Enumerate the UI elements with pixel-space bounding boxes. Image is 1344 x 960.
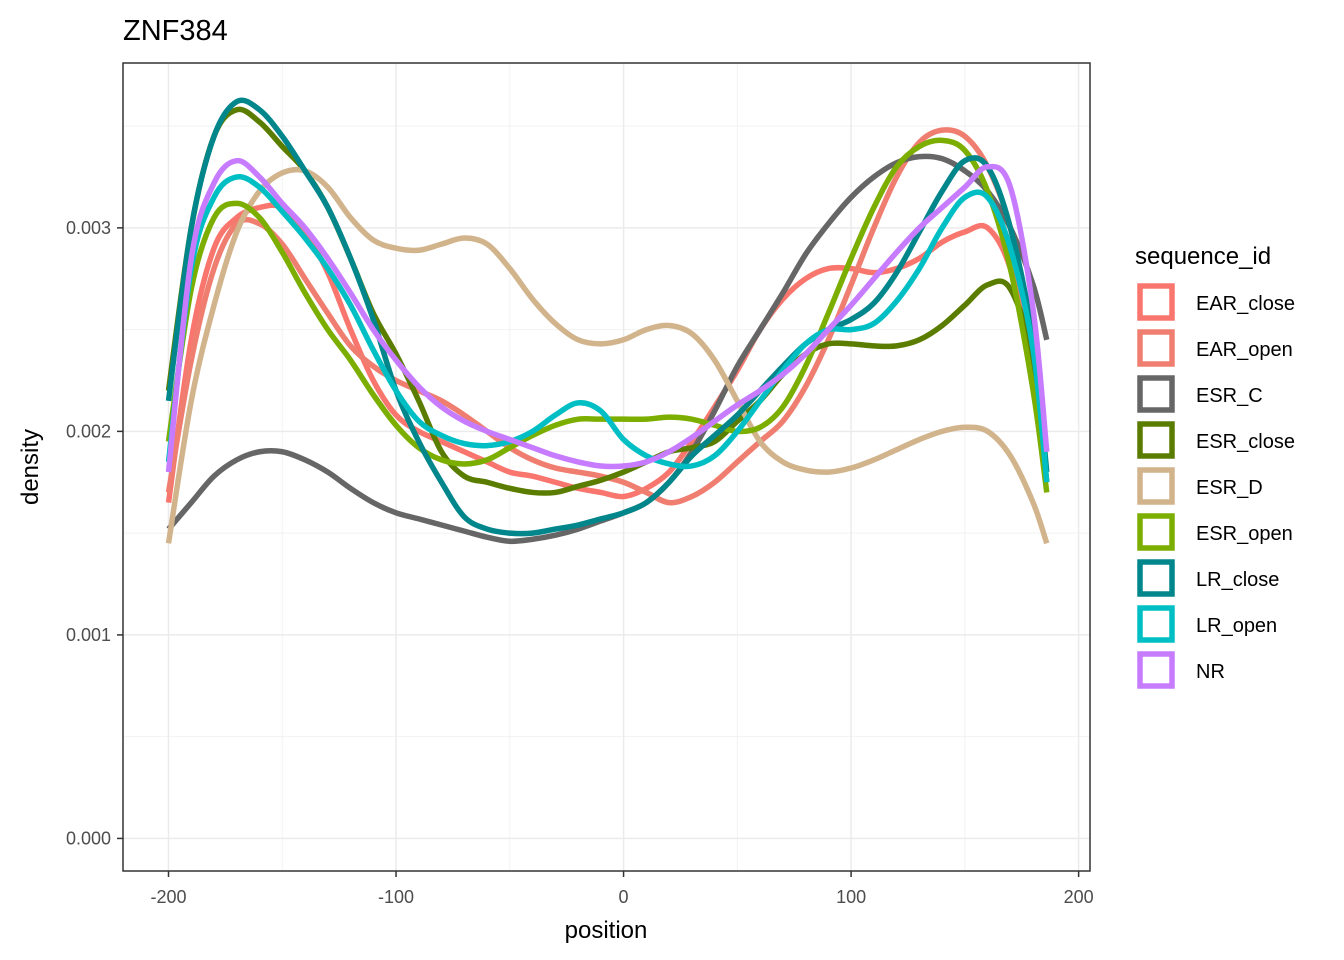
legend-key-ear-open bbox=[1137, 329, 1175, 367]
legend-key-lr-open bbox=[1137, 605, 1175, 643]
legend-label-ear-close: EAR_close bbox=[1196, 293, 1295, 315]
plot-border bbox=[122, 62, 1091, 872]
y-tick-label: 0.002 bbox=[66, 421, 111, 441]
y-tick-label: 0.000 bbox=[66, 828, 111, 848]
y-axis-title: density bbox=[17, 429, 44, 505]
legend-item-esr-open: ESR_open bbox=[1137, 513, 1293, 551]
series-lines bbox=[165, 97, 1050, 545]
legend-label-esr-close: ESR_close bbox=[1196, 431, 1295, 453]
x-tick-label: -200 bbox=[150, 887, 186, 907]
legend-label-lr-close: LR_close bbox=[1196, 569, 1279, 591]
legend-title: sequence_id bbox=[1135, 243, 1271, 270]
legend-label-esr-c: ESR_C bbox=[1196, 385, 1263, 407]
legend-item-lr-close: LR_close bbox=[1137, 559, 1279, 597]
legend-key-esr-close bbox=[1137, 421, 1175, 459]
legend-key-nr bbox=[1137, 651, 1175, 689]
legend-item-nr: NR bbox=[1137, 651, 1225, 689]
legend-item-esr-d: ESR_D bbox=[1137, 467, 1263, 505]
x-tick-label: 0 bbox=[619, 887, 629, 907]
legend-label-esr-d: ESR_D bbox=[1196, 477, 1263, 499]
legend-label-nr: NR bbox=[1196, 661, 1225, 683]
series-line-esr-open bbox=[165, 137, 1050, 493]
legend-label-esr-open: ESR_open bbox=[1196, 523, 1293, 545]
legend-label-lr-open: LR_open bbox=[1196, 615, 1277, 637]
legend-key-esr-c bbox=[1137, 375, 1175, 413]
legend-key-esr-open bbox=[1137, 513, 1175, 551]
x-tick-label: 200 bbox=[1064, 887, 1094, 907]
y-tick-label: 0.003 bbox=[66, 218, 111, 238]
y-axis: 0.000 0.001 0.002 0.003 bbox=[66, 218, 123, 848]
series-line-nr bbox=[165, 157, 1050, 473]
series-line-lr-open bbox=[165, 173, 1050, 483]
legend-item-esr-c: ESR_C bbox=[1137, 375, 1263, 413]
x-axis-title: position bbox=[565, 917, 648, 944]
x-axis: -200 -100 0 100 200 bbox=[150, 871, 1094, 907]
legend-item-lr-open: LR_open bbox=[1137, 605, 1277, 643]
legend-item-ear-open: EAR_open bbox=[1137, 329, 1293, 367]
series-line-lr-close bbox=[165, 97, 1050, 537]
legend-label-ear-open: EAR_open bbox=[1196, 339, 1293, 361]
x-tick-label: 100 bbox=[836, 887, 866, 907]
legend-key-ear-close bbox=[1137, 283, 1175, 321]
chart-title: ZNF384 bbox=[123, 15, 228, 47]
legend-item-ear-close: EAR_close bbox=[1137, 283, 1295, 321]
y-tick-label: 0.001 bbox=[66, 625, 111, 645]
legend: sequence_id EAR_close EAR_open ESR_C ESR_cl… bbox=[1135, 243, 1295, 689]
legend-key-esr-d bbox=[1137, 467, 1175, 505]
legend-key-lr-close bbox=[1137, 559, 1175, 597]
legend-item-esr-close: ESR_close bbox=[1137, 421, 1295, 459]
plot-panel bbox=[122, 62, 1091, 872]
legend-items: EAR_close EAR_open ESR_C ESR_close ESR_D ESR_… bbox=[1137, 283, 1295, 689]
series-line-ear-open bbox=[165, 127, 1050, 506]
x-tick-label: -100 bbox=[378, 887, 414, 907]
